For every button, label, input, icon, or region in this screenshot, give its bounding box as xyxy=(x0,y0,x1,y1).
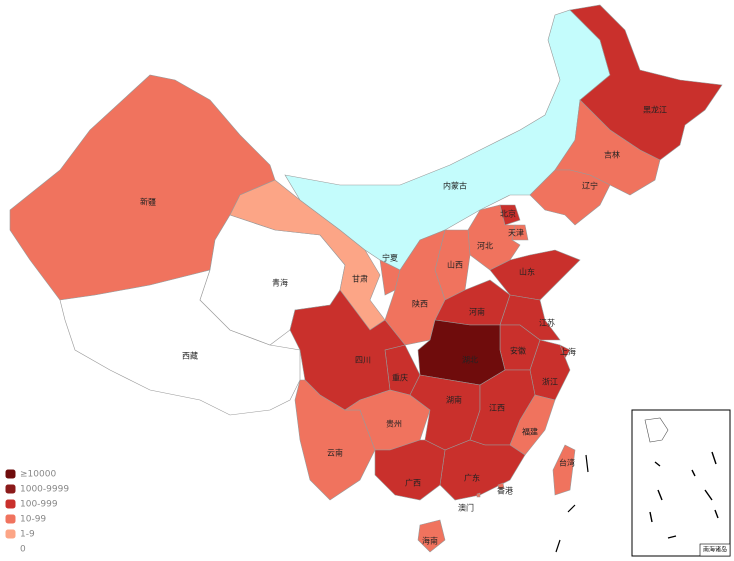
region-label: 辽宁 xyxy=(582,181,598,191)
region-label: 新疆 xyxy=(140,197,156,207)
region xyxy=(374,439,446,501)
region-label: 内蒙古 xyxy=(443,181,467,191)
legend-label: 1-9 xyxy=(20,530,35,540)
legend-label: 10-99 xyxy=(20,515,46,525)
region xyxy=(497,482,505,490)
region-label: 西藏 xyxy=(182,351,198,361)
legend-label: 1000-9999 xyxy=(20,485,69,495)
region-label: 陕西 xyxy=(412,299,428,309)
legend: ≥10000 1000-9999 100-999 10-99 1-9 0 xyxy=(5,469,69,555)
region-label: 宁夏 xyxy=(382,253,398,263)
region-label: 香港 xyxy=(497,486,513,496)
legend-swatch xyxy=(5,469,16,479)
region xyxy=(499,204,521,226)
region-label: 甘肃 xyxy=(352,274,368,284)
region-label: 天津 xyxy=(508,228,524,238)
region-label: 广西 xyxy=(405,478,421,488)
legend-swatch xyxy=(5,484,16,494)
region-label: 澳门 xyxy=(458,503,474,513)
legend-label: 0 xyxy=(20,545,26,555)
region-label: 吉林 xyxy=(604,150,620,160)
region-label: 台湾 xyxy=(559,458,575,468)
region xyxy=(229,179,386,331)
region-label: 上海 xyxy=(560,347,576,357)
region-label: 海南 xyxy=(422,536,438,546)
boundary-dashes xyxy=(555,454,589,553)
region xyxy=(529,169,611,226)
region-label: 青海 xyxy=(272,278,288,288)
legend-label: 100-999 xyxy=(20,500,58,510)
inset-land xyxy=(644,417,669,443)
region-label: 重庆 xyxy=(392,373,408,383)
region xyxy=(59,269,301,416)
region xyxy=(439,439,526,501)
region-label: 河北 xyxy=(477,241,493,251)
region-label: 山西 xyxy=(447,260,463,270)
inset-label: 南海诸岛 xyxy=(703,546,727,554)
region-label: 浙江 xyxy=(542,377,558,387)
region-label: 山东 xyxy=(519,267,535,277)
region xyxy=(417,519,446,553)
inset-dashes xyxy=(649,451,719,539)
inset: 南海诸岛 xyxy=(631,409,731,557)
region xyxy=(569,4,723,161)
region-label: 江西 xyxy=(489,404,505,413)
region xyxy=(511,224,529,241)
region-label: 贵州 xyxy=(386,419,402,429)
legend-swatch xyxy=(5,514,16,524)
inset-label-box xyxy=(699,543,731,557)
region-label: 湖北 xyxy=(462,356,478,365)
region xyxy=(552,444,576,496)
region-label: 北京 xyxy=(500,209,516,219)
region-label: 湖南 xyxy=(446,395,462,405)
legend-swatch xyxy=(5,529,16,539)
region-label: 安徽 xyxy=(510,346,526,356)
legend-label: ≥10000 xyxy=(20,470,56,480)
inset-frame xyxy=(631,409,731,557)
region-label: 福建 xyxy=(522,427,538,437)
regions xyxy=(9,4,723,553)
legend-swatch xyxy=(5,544,16,554)
region xyxy=(476,492,481,498)
region-label: 四川 xyxy=(355,356,371,365)
region-label: 河南 xyxy=(469,307,485,317)
region-label: 广东 xyxy=(464,473,480,483)
region-label: 江苏 xyxy=(539,318,555,328)
region-label: 黑龙江 xyxy=(643,105,667,115)
region-label: 云南 xyxy=(327,448,343,458)
legend-swatch xyxy=(5,499,16,509)
